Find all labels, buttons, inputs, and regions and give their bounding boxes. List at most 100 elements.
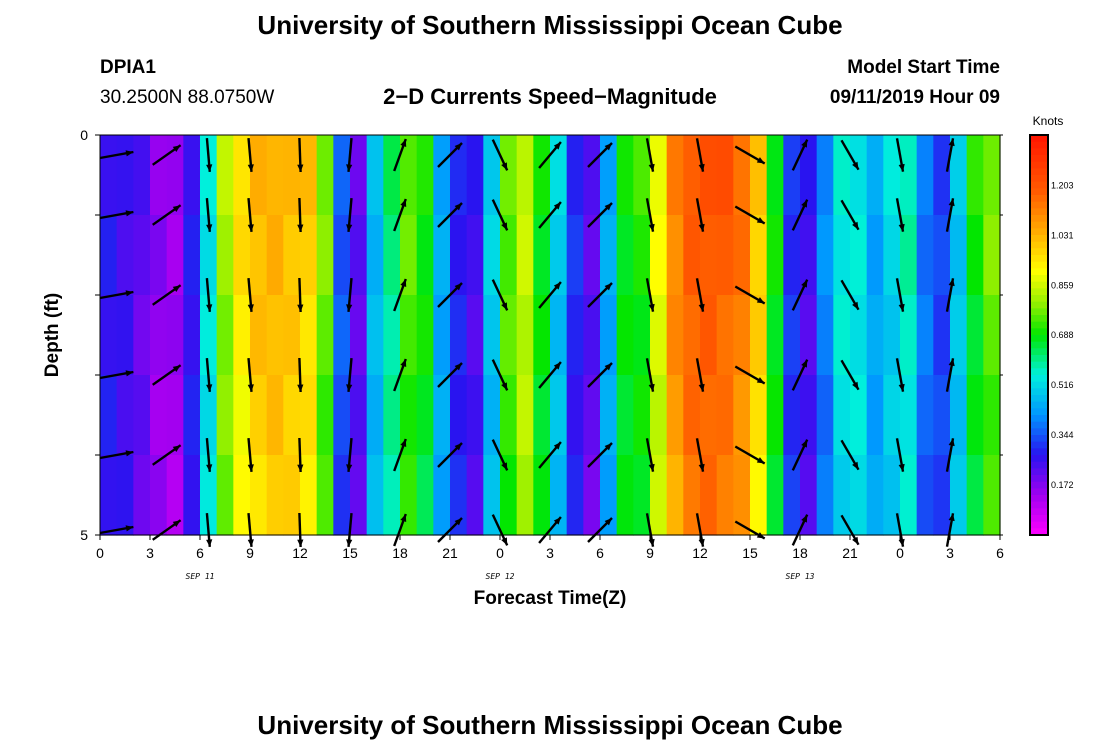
current-arrowhead xyxy=(948,138,955,147)
colorbar-tick-label: 0.344 xyxy=(1051,430,1074,440)
heatmap-cell xyxy=(733,295,751,376)
heatmap-cell xyxy=(900,455,918,536)
colorbar-segment xyxy=(1030,175,1048,183)
heatmap-cell xyxy=(533,375,551,456)
colorbar-segment xyxy=(1030,395,1048,403)
heatmap-cell xyxy=(483,455,501,536)
colorbar-segment xyxy=(1030,428,1048,436)
heatmap-cell xyxy=(416,455,434,536)
heatmap-cell xyxy=(966,375,984,456)
current-arrowhead xyxy=(400,359,407,367)
heatmap-cell xyxy=(733,135,751,216)
colorbar-segment xyxy=(1030,181,1048,189)
current-arrowhead xyxy=(346,224,353,232)
current-arrowhead xyxy=(948,198,955,207)
heatmap-cell xyxy=(266,295,284,376)
colorbar-segment xyxy=(1030,495,1048,503)
colorbar-tick-label: 0.516 xyxy=(1051,380,1074,390)
current-arrowhead xyxy=(297,304,304,312)
current-arrowhead xyxy=(648,223,655,232)
current-arrowhead xyxy=(346,164,353,172)
current-arrowhead xyxy=(247,539,254,547)
heatmap-cell xyxy=(316,455,334,536)
current-arrowhead xyxy=(698,303,705,312)
heatmap-cell xyxy=(333,135,351,216)
heatmap-cell xyxy=(716,455,734,536)
heatmap-cell xyxy=(633,375,651,456)
colorbar-segment xyxy=(1030,435,1048,443)
heatmap-cell xyxy=(166,135,184,216)
chart-title: 2−D Currents Speed−Magnitude xyxy=(383,84,717,109)
heatmap-cell xyxy=(100,455,118,536)
heatmap-cell xyxy=(400,215,418,296)
x-tick-label: 18 xyxy=(392,545,408,561)
colorbar-segment xyxy=(1030,321,1048,329)
heatmap-cell xyxy=(633,135,651,216)
current-arrowhead xyxy=(172,205,181,212)
current-arrowhead xyxy=(297,164,304,172)
current-arrowhead xyxy=(125,150,134,157)
heatmap-cell xyxy=(466,375,484,456)
heatmap-cell xyxy=(583,295,601,376)
heatmap-cell xyxy=(750,135,768,216)
heatmap-cell xyxy=(666,295,684,376)
heatmap-cell xyxy=(833,215,851,296)
colorbar-segment xyxy=(1030,281,1048,289)
heatmap-cell xyxy=(583,215,601,296)
heatmap-cell xyxy=(950,295,968,376)
heatmap-cell xyxy=(916,375,934,456)
heatmap-cell xyxy=(650,375,668,456)
heatmap-cell xyxy=(516,295,534,376)
y-tick-label: 5 xyxy=(80,527,88,543)
current-arrowhead xyxy=(852,461,859,470)
x-tick-label: 6 xyxy=(596,545,604,561)
heatmap-cell xyxy=(883,135,901,216)
current-arrowhead xyxy=(125,450,134,457)
heatmap-cell xyxy=(416,375,434,456)
heatmap-cell xyxy=(433,375,451,456)
x-tick-label: 18 xyxy=(792,545,808,561)
heatmap-cell xyxy=(233,375,251,456)
heatmap-cell xyxy=(650,215,668,296)
x-tick-label: 9 xyxy=(646,545,654,561)
current-arrowhead xyxy=(501,537,508,546)
heatmap-cell xyxy=(216,215,234,296)
colorbar-segment xyxy=(1030,415,1048,423)
heatmap-cell xyxy=(866,375,884,456)
heatmap-cell xyxy=(283,295,301,376)
heatmap-cell xyxy=(350,215,368,296)
heatmap-cell xyxy=(733,455,751,536)
current-arrowhead xyxy=(206,384,213,392)
current-arrowhead xyxy=(501,222,508,231)
current-arrowhead xyxy=(801,279,808,288)
heatmap-cell xyxy=(900,375,918,456)
current-arrowhead xyxy=(852,381,859,390)
colorbar-segment xyxy=(1030,508,1048,516)
current-arrowhead xyxy=(206,464,213,472)
heatmap-cell xyxy=(850,455,868,536)
heatmap-cell xyxy=(633,295,651,376)
colorbar-segment xyxy=(1030,448,1048,456)
colorbar-segment xyxy=(1030,168,1048,176)
heatmap-cell xyxy=(900,215,918,296)
heatmap-cell xyxy=(533,455,551,536)
current-arrowhead xyxy=(553,442,561,450)
heatmap-cell xyxy=(933,135,951,216)
current-arrowhead xyxy=(698,463,705,472)
current-arrowhead xyxy=(801,199,808,208)
heatmap-cell xyxy=(650,295,668,376)
heatmap-cell xyxy=(933,295,951,376)
colorbar-segment xyxy=(1030,355,1048,363)
heatmap-cell xyxy=(216,455,234,536)
heatmap-cell xyxy=(133,375,151,456)
y-axis-label: Depth (ft) xyxy=(42,293,63,377)
heatmap-cell xyxy=(850,295,868,376)
heatmap-cell xyxy=(383,455,401,536)
heatmap-cell xyxy=(750,295,768,376)
heatmap-cell xyxy=(933,455,951,536)
current-arrowhead xyxy=(346,384,353,392)
current-arrowhead xyxy=(454,203,462,211)
heatmap-cell xyxy=(716,295,734,376)
current-arrowhead xyxy=(801,439,808,448)
date-label: SEP 12 xyxy=(486,572,515,581)
